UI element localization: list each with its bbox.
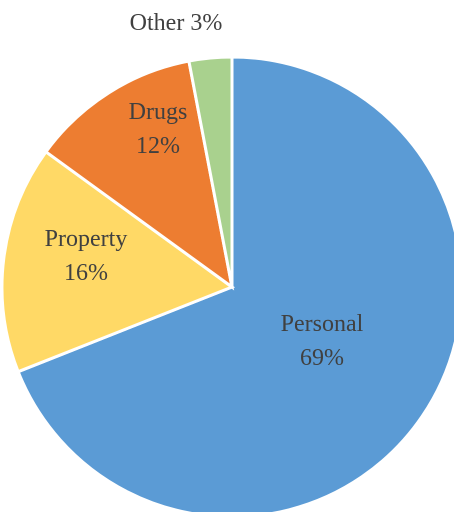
pie-label-personal: Personal 69%: [281, 311, 364, 371]
pie-labels: Personal 69% Property 16% Drugs 12% Other 3%: [45, 10, 364, 371]
pie-label-drugs: Drugs 12%: [129, 99, 188, 159]
pie-label-percent: 12%: [136, 133, 180, 159]
pie-label-property: Property 16%: [45, 226, 128, 286]
pie-label-percent: 69%: [300, 345, 344, 371]
pie-label-category: Personal: [281, 311, 364, 337]
pie-label-category: Drugs: [129, 99, 188, 125]
pie-label-percent: 16%: [64, 260, 108, 286]
pie-slices: [0, 55, 454, 512]
pie-slice-drugs: [43, 59, 235, 291]
pie-slice-property: [0, 149, 236, 374]
pie-label-category: Property: [45, 226, 128, 252]
pie-slice-other: [187, 55, 234, 288]
pie-label-other: Other 3%: [130, 10, 223, 36]
pie-slice-personal: [16, 55, 454, 512]
